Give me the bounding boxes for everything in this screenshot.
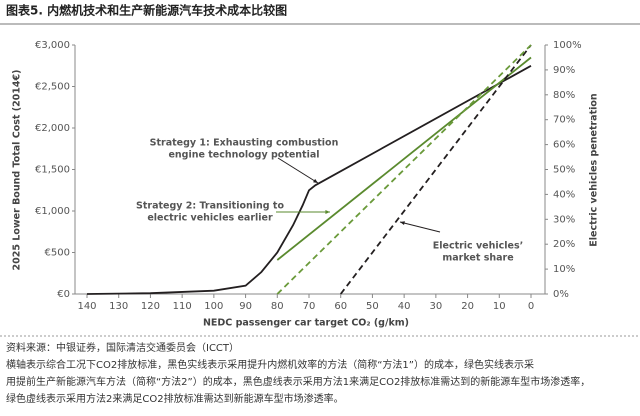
y-tick-label: €0 <box>57 289 70 300</box>
x-tick-label: 140 <box>77 301 96 312</box>
x-tick-label: 10 <box>493 301 506 312</box>
y-tick-label: €2,500 <box>35 82 70 93</box>
annotation: electric vehicles earlier <box>147 213 273 224</box>
x-tick-label: 90 <box>239 301 252 312</box>
y2-tick-label: 100% <box>553 40 582 51</box>
y-tick-label: €2,000 <box>35 123 70 134</box>
y2-tick-label: 80% <box>553 90 575 101</box>
y2-tick-label: 40% <box>553 189 575 200</box>
source-note: 绿色虚线表示采用方法2来满足CO2排放标准需达到新能源车型市场渗透率。 <box>6 392 344 405</box>
x-tick-label: 30 <box>429 301 442 312</box>
annotation: Strategy 1: Exhausting combustion <box>150 138 339 149</box>
chart-title: 图表5. 内燃机技术和生产新能源汽车技术成本比较图 <box>6 3 287 18</box>
annotation: market share <box>442 253 513 264</box>
y2-tick-label: 70% <box>553 115 575 126</box>
y2-axis-label: Electric vehicles penetration <box>589 93 600 247</box>
y-axis-label: 2025 Lower Bound Total Cost (2014€) <box>12 70 23 271</box>
y-tick-label: €3,000 <box>35 40 70 51</box>
arrow-head <box>325 210 330 214</box>
y2-tick-label: 60% <box>553 140 575 151</box>
x-tick-label: 80 <box>271 301 284 312</box>
annotation: Electric vehicles’ <box>433 241 524 252</box>
y2-tick-label: 50% <box>553 165 575 176</box>
y-tick-label: €1,500 <box>35 165 70 176</box>
source-note: 横轴表示综合工况下CO2排放标准，黑色实线表示采用提升内燃机效率的方法（简称“方… <box>6 358 534 371</box>
x-tick-label: 120 <box>141 301 160 312</box>
y2-tick-label: 30% <box>553 214 575 225</box>
x-tick-label: 100 <box>204 301 223 312</box>
annotation-arrow <box>399 221 441 233</box>
series-line <box>86 65 532 295</box>
x-tick-label: 40 <box>398 301 411 312</box>
y2-tick-label: 20% <box>553 239 575 250</box>
x-axis-label: NEDC passenger car target CO₂ (g/km) <box>203 318 409 329</box>
x-tick-label: 110 <box>173 301 192 312</box>
x-tick-label: 0 <box>528 301 534 312</box>
y2-tick-label: 0% <box>553 289 569 300</box>
annotation-arrow <box>277 157 319 184</box>
x-tick-label: 50 <box>366 301 379 312</box>
y-tick-label: €500 <box>45 248 70 259</box>
arrow-head <box>400 221 405 226</box>
source-note: 资料来源：中银证券，国际清洁交通委员会（ICCT） <box>6 341 239 354</box>
y-tick-label: €1,000 <box>35 206 70 217</box>
series-line <box>339 44 532 295</box>
y2-tick-label: 90% <box>553 65 575 76</box>
y2-tick-label: 10% <box>553 264 575 275</box>
annotation: Strategy 2: Transitioning to <box>136 201 284 212</box>
x-tick-label: 130 <box>109 301 128 312</box>
arrow-head <box>313 178 318 183</box>
x-tick-label: 70 <box>303 301 316 312</box>
series-line <box>276 56 532 261</box>
x-tick-label: 20 <box>461 301 474 312</box>
x-tick-label: 60 <box>334 301 347 312</box>
source-note: 用提前生产新能源汽车方法（简称“方法2”）的成本，黑色虚线表示采用方法1来满足C… <box>6 375 590 388</box>
annotation: engine technology potential <box>168 150 319 161</box>
